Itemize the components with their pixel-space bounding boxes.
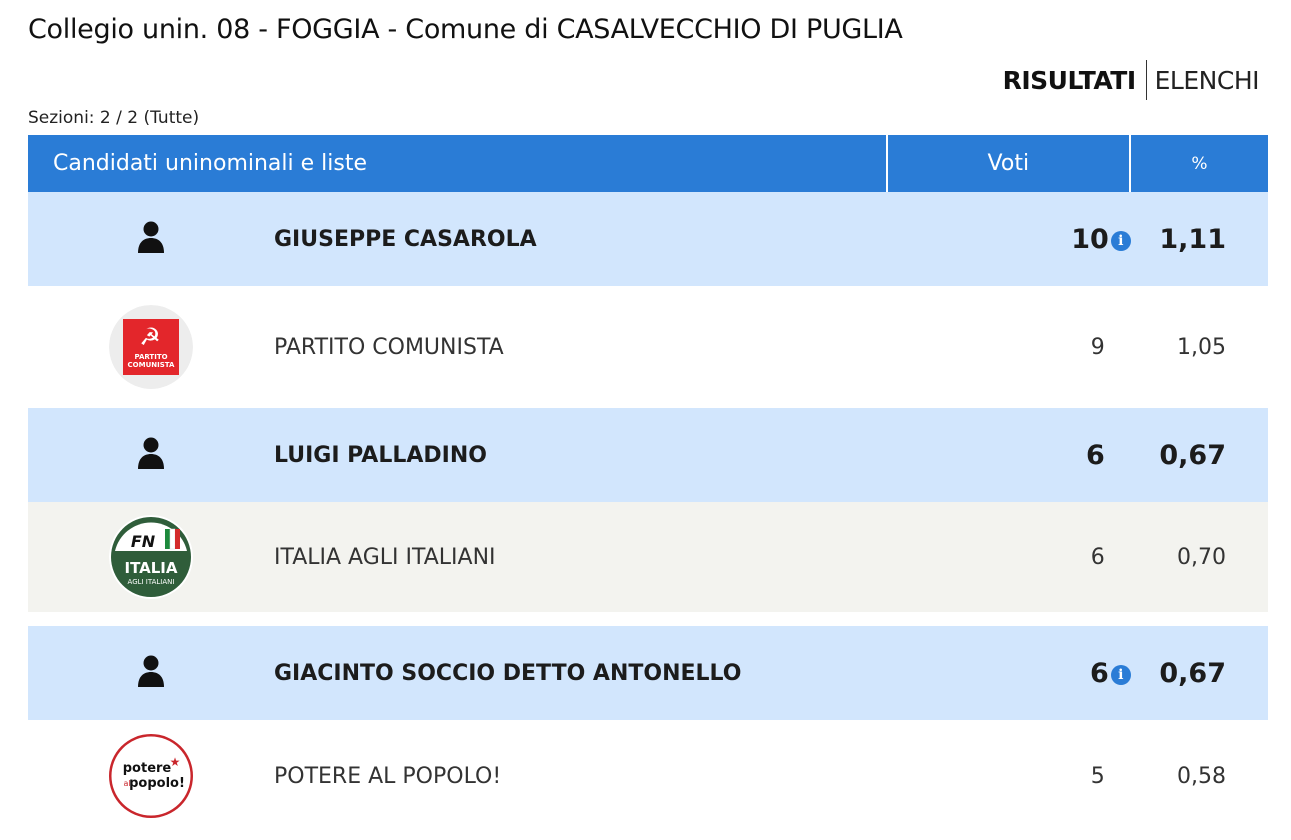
icon-cell: potere al popolo! ★ — [28, 720, 274, 832]
votes-value: 6 — [887, 502, 1131, 612]
logo-text: ITALIA — [124, 559, 177, 577]
italia-agli-italiani-logo: FN ITALIA AGLI ITALIANI — [109, 515, 193, 599]
info-icon[interactable]: i — [1110, 664, 1131, 685]
svg-text:★: ★ — [170, 755, 181, 769]
percent-value: 0,67 — [1130, 408, 1268, 502]
column-header-candidates: Candidati uninominali e liste — [28, 135, 888, 192]
row-spacer — [28, 612, 1268, 626]
votes-value: 5 — [887, 720, 1131, 832]
percent-value: 1,11 — [1130, 192, 1268, 286]
logo-text: potere — [123, 761, 172, 776]
column-header-votes: Voti — [887, 135, 1131, 192]
table-row-candidate: LUIGI PALLADINO 6 0,67 — [28, 408, 1268, 502]
person-icon — [138, 221, 164, 253]
votes-cell: 10 i — [887, 192, 1131, 286]
svg-text:☭: ☭ — [139, 323, 161, 351]
icon-cell: FN ITALIA AGLI ITALIANI — [28, 502, 274, 612]
logo-text: PARTITO — [134, 353, 167, 361]
view-tabs: RISULTATI ELENCHI — [1002, 60, 1260, 100]
logo-text: AGLI ITALIANI — [128, 578, 175, 586]
potere-al-popolo-logo: potere al popolo! ★ — [109, 734, 193, 818]
page-title: Collegio unin. 08 - FOGGIA - Comune di C… — [28, 14, 903, 45]
tab-risultati[interactable]: RISULTATI — [1002, 65, 1137, 95]
person-icon — [138, 655, 164, 687]
candidate-name: GIACINTO SOCCIO DETTO ANTONELLO — [274, 626, 888, 720]
table-row-list: ☭ PARTITO COMUNISTA PARTITO COMUNISTA 9 … — [28, 286, 1268, 408]
icon-cell — [28, 408, 274, 502]
table-header-row: Candidati uninominali e liste Voti % — [28, 135, 1268, 192]
list-name: ITALIA AGLI ITALIANI — [274, 502, 888, 612]
sections-info: Sezioni: 2 / 2 (Tutte) — [28, 108, 200, 128]
partito-comunista-logo: ☭ PARTITO COMUNISTA — [109, 305, 193, 389]
icon-cell — [28, 192, 274, 286]
votes-value: 6 — [887, 408, 1131, 502]
table-row-list: FN ITALIA AGLI ITALIANI ITALIA AGLI ITAL… — [28, 502, 1268, 612]
logo-text: al — [123, 779, 130, 788]
list-name: PARTITO COMUNISTA — [274, 286, 888, 408]
percent-value: 1,05 — [1130, 286, 1268, 408]
votes-value: 9 — [887, 286, 1131, 408]
icon-cell — [28, 626, 274, 720]
votes-value: 10 — [1071, 223, 1109, 255]
results-table: Candidati uninominali e liste Voti % GIU… — [28, 135, 1268, 832]
percent-value: 0,70 — [1130, 502, 1268, 612]
percent-value: 0,58 — [1130, 720, 1268, 832]
tab-divider — [1145, 60, 1147, 100]
logo-text: popolo! — [129, 776, 185, 791]
list-name: POTERE AL POPOLO! — [274, 720, 888, 832]
tab-elenchi[interactable]: ELENCHI — [1154, 65, 1260, 95]
table-row-list: potere al popolo! ★ POTERE AL POPOLO! 5 … — [28, 720, 1268, 832]
candidate-name: GIUSEPPE CASAROLA — [274, 192, 888, 286]
candidate-name: LUIGI PALLADINO — [274, 408, 888, 502]
icon-cell: ☭ PARTITO COMUNISTA — [28, 286, 274, 408]
logo-text: COMUNISTA — [128, 361, 175, 369]
logo-text: FN — [131, 532, 156, 551]
votes-value: 6 — [1090, 657, 1109, 689]
column-header-percent: % — [1130, 135, 1268, 192]
info-icon[interactable]: i — [1110, 230, 1131, 251]
person-icon — [138, 437, 164, 469]
percent-value: 0,67 — [1130, 626, 1268, 720]
table-row-candidate: GIUSEPPE CASAROLA 10 i 1,11 — [28, 192, 1268, 286]
